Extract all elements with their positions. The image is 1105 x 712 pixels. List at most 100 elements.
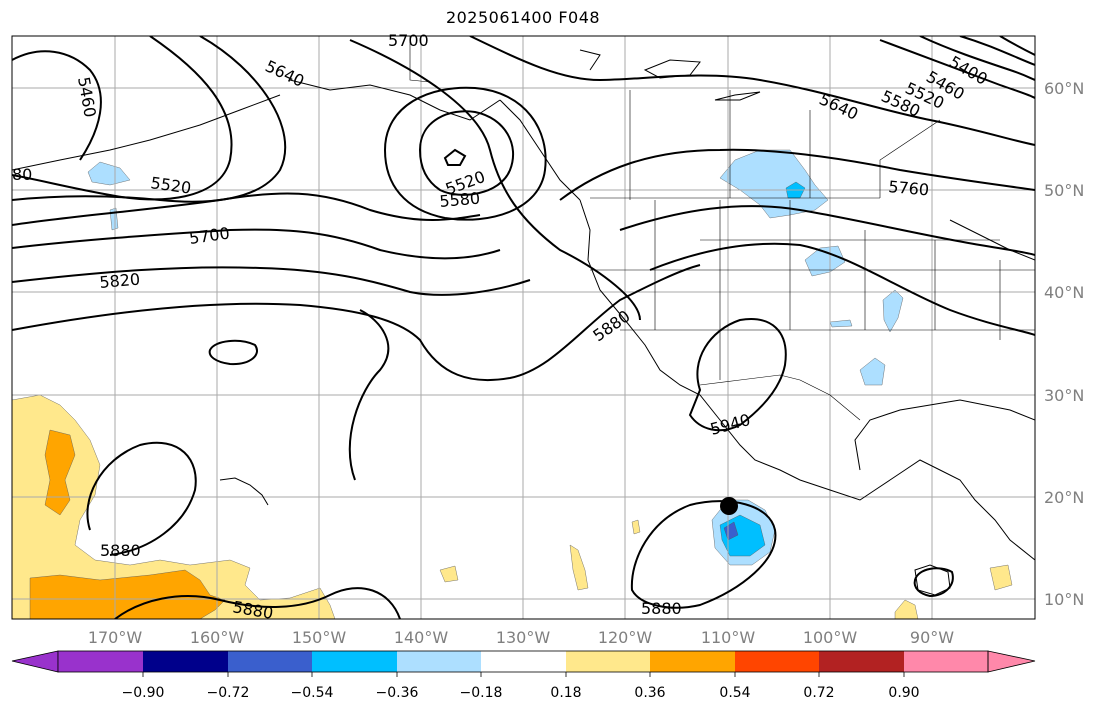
colorbar-bin	[735, 651, 819, 672]
contour-5820-west	[12, 266, 531, 296]
lon-label: 110°W	[701, 628, 756, 647]
graticule	[12, 36, 1035, 619]
colorbar-bin	[819, 651, 904, 672]
colorbar-tick-label: −0.90	[122, 685, 165, 701]
map-title: 2025061400 F048	[445, 8, 601, 27]
positive-region-small-1	[439, 565, 459, 583]
contour-5880-tropical	[630, 500, 777, 609]
contour-5880-east	[649, 242, 1035, 336]
contour-5880-mid	[12, 264, 701, 382]
lat-label: 60°N	[1044, 79, 1084, 98]
lon-label: 160°W	[190, 628, 245, 647]
contour-5580-northeast	[879, 39, 1035, 99]
arctic-coast	[579, 49, 601, 71]
colorbar-bin	[58, 651, 143, 672]
positive-core-southwest	[29, 569, 226, 619]
plot-border	[11, 35, 1036, 620]
colorbar-bin	[143, 651, 228, 672]
canadian-provinces	[629, 90, 811, 200]
political-borders	[409, 36, 1035, 421]
contour-5640-north	[469, 36, 1035, 146]
gulf-of-mexico-coast	[854, 399, 1035, 471]
contour-5760-east	[559, 148, 1035, 201]
colorbar-tick-label: 0.90	[888, 685, 919, 701]
canada-border-east	[879, 119, 941, 198]
colorbar-bin	[228, 651, 312, 672]
colorbar-bin	[650, 651, 735, 672]
contour-5700-west	[12, 228, 501, 260]
colorbar-frame	[57, 650, 989, 673]
state-lines-vertical	[654, 200, 1001, 380]
height-contours	[12, 36, 1035, 619]
positive-region-small-2	[631, 519, 641, 535]
colorbar-tick-labels: −0.90 −0.72 −0.54 −0.36 −0.18 0.18 0.36 …	[122, 685, 920, 701]
colorbar-bin	[566, 651, 650, 672]
lon-label: 170°W	[88, 628, 143, 647]
us-mexico-border	[699, 374, 861, 421]
positive-region-caribbean	[989, 564, 1013, 591]
contour-5520-northeast	[919, 36, 1035, 81]
storm-center-marker	[720, 497, 738, 515]
longitude-labels: 170°W 160°W 150°W 140°W 130°W 120°W 110°…	[88, 628, 954, 647]
colorbar: −0.90 −0.72 −0.54 −0.36 −0.18 0.18 0.36 …	[11, 650, 1036, 701]
lon-label: 100°W	[803, 628, 858, 647]
british-columbia-coast	[499, 99, 581, 201]
colorbar-bin	[397, 651, 481, 672]
lon-label: 140°W	[394, 628, 449, 647]
colorbar-tick-marks	[142, 672, 905, 677]
contour-5580-low	[383, 86, 547, 221]
lat-label: 20°N	[1044, 488, 1084, 507]
negative-region-aleutian	[87, 161, 131, 186]
lat-label: 10°N	[1044, 590, 1084, 609]
contour-low-center	[443, 148, 467, 166]
contour-5520-low	[418, 110, 515, 196]
negative-region-central-plains	[804, 245, 846, 277]
colorbar-tick-label: 0.18	[550, 685, 581, 701]
colorbar-tick-label: −0.72	[207, 685, 250, 701]
contour-label: 5700	[388, 31, 429, 50]
contour-5640-west	[12, 192, 481, 226]
lat-label: 30°N	[1044, 386, 1084, 405]
hawaiian-islands	[219, 477, 269, 506]
lon-label: 130°W	[496, 628, 551, 647]
contour-label: 5820	[99, 270, 141, 292]
contour-label: 5880	[100, 541, 141, 560]
lat-label: 40°N	[1044, 283, 1084, 302]
contour-5700-ridge	[349, 39, 641, 321]
contour-5520-west	[12, 36, 233, 201]
contour-label: 5760	[888, 177, 930, 199]
lon-label: 150°W	[292, 628, 347, 647]
colorbar-tick-label: −0.18	[460, 685, 503, 701]
contour-label: 5880	[641, 599, 682, 618]
north-american-pacific-coast	[579, 199, 1035, 561]
colorbar-tick-label: 0.54	[719, 685, 750, 701]
alaska-border	[409, 36, 431, 83]
negative-region-south-central	[859, 357, 886, 386]
contour-label: 5580	[439, 189, 481, 211]
contour-label: 80	[12, 165, 32, 184]
contour-closed-small	[208, 339, 258, 366]
contour-closed-central-america	[913, 567, 954, 598]
positive-region-west-pacific	[12, 394, 336, 619]
colorbar-bin	[904, 651, 988, 672]
contour-5880-southwest	[86, 441, 197, 556]
lat-label: 50°N	[1044, 181, 1084, 200]
contour-5460-northeast	[959, 36, 1035, 66]
negative-region-small	[829, 319, 853, 328]
colorbar-over-extension	[987, 650, 1036, 673]
contour-5400-northeast	[999, 36, 1035, 56]
lon-label: 90°W	[910, 628, 954, 647]
colorbar-bin	[481, 651, 566, 672]
colorbar-tick-label: −0.36	[376, 685, 419, 701]
lon-label: 120°W	[598, 628, 653, 647]
positive-region-central	[569, 544, 589, 591]
contour-5940-high	[688, 318, 787, 432]
contour-5460-west	[12, 50, 102, 161]
aleutian-chain	[12, 94, 281, 171]
positive-field-shading	[12, 394, 1013, 619]
gulf-of-alaska-coast	[289, 79, 501, 121]
positive-region-south	[894, 599, 919, 619]
contour-5880-south	[114, 587, 401, 619]
coastlines	[12, 49, 1035, 596]
